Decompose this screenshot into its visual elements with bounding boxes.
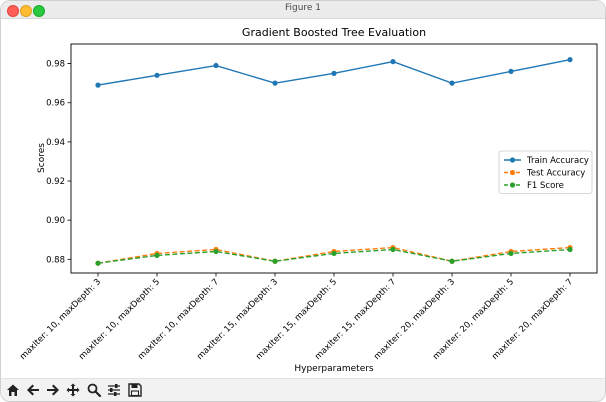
line-chart: Gradient Boosted Tree Evaluation 0.88 0.9…	[18, 26, 598, 374]
series-line-f1-score	[97, 248, 571, 264]
data-point-f1-score	[331, 250, 337, 257]
series-layer	[95, 57, 573, 266]
data-point-f1-score	[272, 258, 278, 264]
legend-entry-label: Test Accuracy	[526, 169, 585, 179]
y-axis: 0.88 0.90 0.92 0.94 0.96 0.98	[46, 60, 71, 265]
x-axis-label: Hyperparameters	[294, 364, 374, 374]
data-point-f1-score	[154, 252, 160, 258]
data-point-f1-score	[213, 248, 219, 255]
navigation-toolbar	[1, 378, 605, 401]
data-point-f1-score	[449, 258, 455, 264]
data-point-train-accuracy	[331, 70, 337, 76]
data-point-train-accuracy	[449, 80, 455, 86]
data-point-train-accuracy	[95, 82, 101, 88]
configure-subplots-button[interactable]	[105, 381, 123, 399]
legend-entry-label: F1 Score	[527, 181, 564, 191]
minimize-window-button[interactable]	[20, 5, 32, 17]
data-point-train-accuracy	[272, 80, 278, 86]
legend: Train Accuracy Test Accuracy F1 Score	[498, 150, 593, 194]
window-title: Figure 1	[284, 3, 322, 13]
legend-swatch-marker	[509, 157, 516, 163]
title-bar: Figure 1	[1, 1, 605, 19]
back-icon	[27, 384, 39, 396]
data-point-train-accuracy	[154, 72, 160, 78]
y-tick-label: 0.94	[46, 138, 65, 148]
close-window-button[interactable]	[7, 5, 19, 17]
y-axis-label: Scores	[37, 143, 47, 173]
legend-box	[498, 150, 593, 194]
y-tick-label: 0.88	[46, 255, 65, 265]
y-tick-label: 0.98	[46, 60, 65, 70]
data-point-train-accuracy	[508, 68, 514, 75]
y-tick-label: 0.90	[46, 216, 65, 226]
configure-icon	[108, 384, 120, 396]
data-point-train-accuracy	[213, 62, 219, 69]
save-button[interactable]	[126, 381, 144, 399]
chart-title: Gradient Boosted Tree Evaluation	[242, 26, 426, 39]
series-line-test-accuracy	[97, 246, 571, 264]
zoom-icon	[87, 383, 101, 397]
data-point-train-accuracy	[567, 57, 573, 63]
forward-icon	[47, 384, 59, 396]
data-point-f1-score	[508, 250, 514, 257]
home-button[interactable]	[4, 381, 22, 399]
data-point-f1-score	[95, 260, 101, 266]
legend-swatch-marker	[509, 169, 516, 176]
pan-button[interactable]	[64, 381, 82, 399]
pan-icon	[66, 383, 80, 397]
save-icon	[128, 383, 142, 397]
figure-canvas: Gradient Boosted Tree Evaluation 0.88 0.9…	[1, 19, 605, 379]
forward-button[interactable]	[44, 381, 62, 399]
back-button[interactable]	[24, 381, 42, 399]
home-icon	[7, 384, 19, 396]
zoom-button[interactable]	[85, 381, 103, 399]
y-tick-label: 0.96	[46, 99, 65, 109]
legend-swatch-marker	[509, 182, 516, 188]
y-tick-label: 0.92	[46, 177, 65, 187]
maximize-window-button[interactable]	[33, 5, 45, 17]
data-point-train-accuracy	[390, 59, 396, 65]
legend-entry-label: Train Accuracy	[526, 156, 589, 166]
data-point-f1-score	[390, 246, 396, 253]
data-point-f1-score	[567, 246, 573, 253]
